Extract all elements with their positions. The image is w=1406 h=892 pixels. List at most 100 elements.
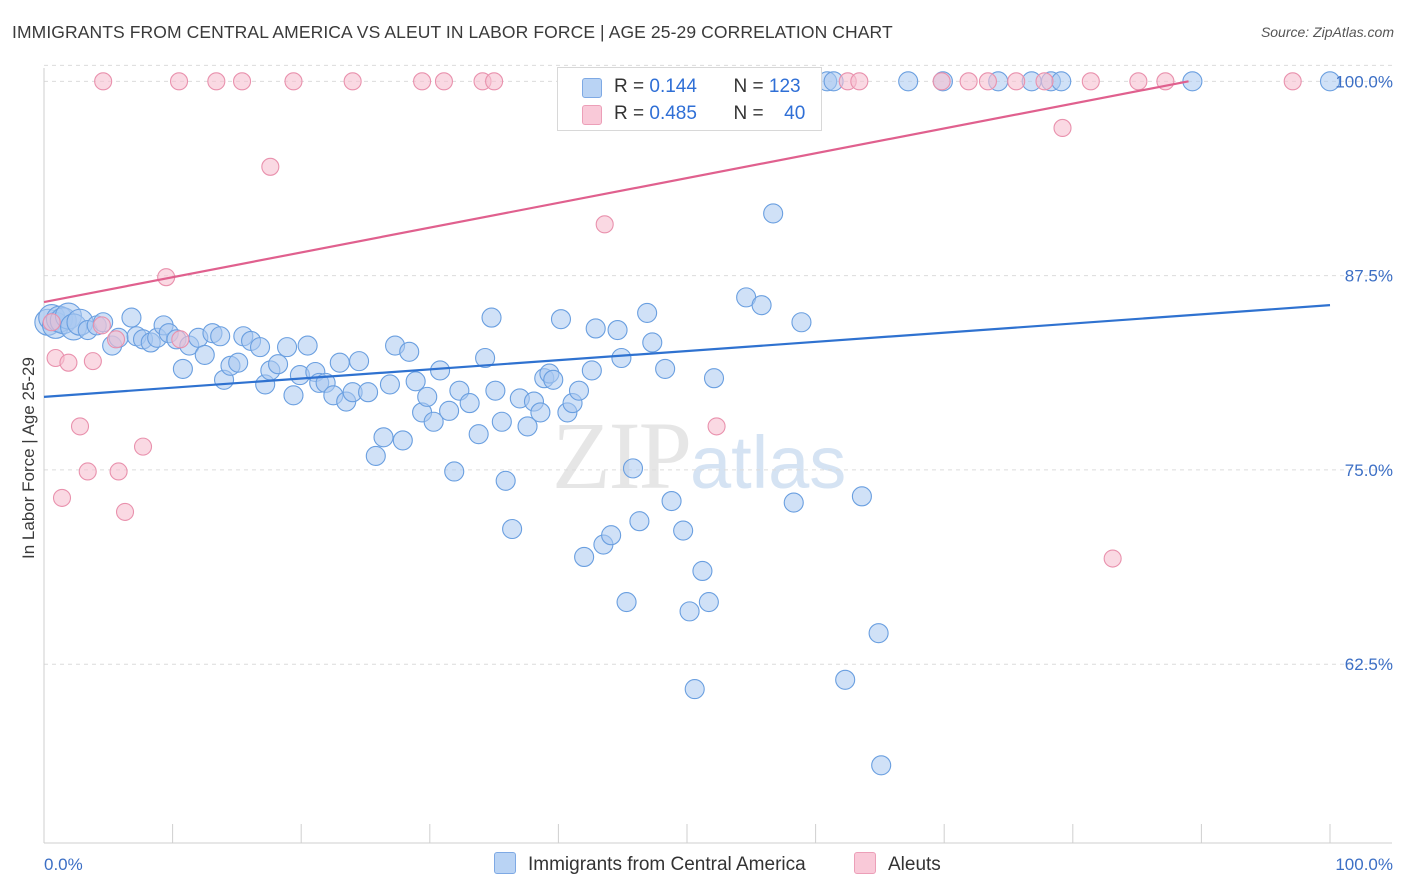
y-tick-label: 100.0%: [1335, 72, 1393, 91]
bottom-legend-label-aleuts: Aleuts: [888, 854, 941, 875]
data-point-immigrants: [329, 352, 350, 373]
data-point-aleuts: [92, 316, 111, 335]
data-point-immigrants: [417, 386, 438, 407]
data-point-immigrants: [349, 351, 370, 372]
trend-lines: [43, 80, 1331, 398]
x-tick-label-max: 100.0%: [1335, 855, 1393, 874]
data-point-immigrants: [581, 360, 602, 381]
data-point-immigrants: [249, 337, 271, 358]
data-point-immigrants: [459, 393, 480, 414]
data-point-immigrants: [495, 470, 516, 491]
correlation-legend: R = 0.144 N = 123 R = 0.485 N = 40: [557, 67, 822, 131]
data-point-immigrants: [543, 369, 564, 390]
data-point-immigrants: [898, 71, 919, 92]
data-point-aleuts: [1103, 549, 1122, 568]
data-point-aleuts: [1007, 72, 1026, 91]
axes: [43, 68, 1392, 844]
data-point-immigrants: [502, 518, 523, 540]
data-point-immigrants: [365, 445, 386, 466]
data-point-immigrants: [283, 385, 304, 406]
chart-title: IMMIGRANTS FROM CENTRAL AMERICA VS ALEUT…: [12, 22, 893, 42]
data-point-aleuts: [595, 215, 614, 234]
data-point-immigrants: [399, 341, 420, 362]
data-point-immigrants: [851, 486, 872, 507]
data-point-immigrants: [468, 424, 489, 445]
data-point-immigrants: [481, 307, 502, 328]
data-point-immigrants: [574, 546, 595, 568]
data-point-aleuts: [59, 353, 78, 372]
data-point-immigrants: [751, 295, 772, 316]
trend-line-aleuts: [43, 80, 1189, 304]
data-point-immigrants: [485, 380, 506, 401]
x-tick-label-min: 0.0%: [44, 855, 83, 874]
data-point-aleuts: [52, 488, 72, 507]
data-point-immigrants: [622, 458, 644, 479]
data-point-aleuts: [109, 462, 128, 481]
y-tick-label: 62.5%: [1345, 655, 1393, 674]
data-point-aleuts: [413, 72, 432, 91]
data-point-aleuts: [1129, 72, 1148, 91]
data-point-immigrants: [568, 380, 590, 401]
data-point-immigrants: [698, 592, 719, 613]
data-point-immigrants: [423, 411, 444, 432]
legend-swatch-blue: [582, 78, 602, 98]
data-point-immigrants: [379, 374, 400, 395]
data-point-aleuts: [169, 72, 189, 91]
data-point-aleuts: [1053, 118, 1072, 138]
data-point-aleuts: [207, 72, 226, 91]
data-point-immigrants: [439, 400, 460, 421]
legend-r-value: 0.485: [649, 103, 697, 124]
data-point-immigrants: [228, 352, 249, 373]
data-point-aleuts: [42, 313, 61, 332]
data-point-aleuts: [959, 72, 978, 91]
data-point-aleuts: [232, 72, 252, 91]
data-point-immigrants: [703, 368, 725, 389]
legend-r-label: R =: [614, 76, 645, 97]
data-point-aleuts: [83, 352, 102, 371]
data-point-immigrants: [517, 416, 538, 437]
data-point-aleuts: [106, 330, 126, 349]
data-point-immigrants: [611, 347, 632, 369]
bottom-legend-swatch-blue: [494, 852, 516, 874]
legend-swatch-pink: [582, 105, 602, 125]
data-point-immigrants: [444, 461, 465, 482]
data-point-immigrants: [268, 354, 289, 375]
data-point-immigrants: [121, 307, 142, 328]
data-point-aleuts: [932, 72, 951, 91]
legend-n-label: N =: [733, 76, 764, 97]
data-point-aleuts: [434, 72, 453, 91]
data-point-immigrants: [392, 430, 413, 451]
legend-r-label: R =: [614, 103, 645, 124]
data-point-aleuts: [978, 72, 997, 91]
bottom-legend-swatch-pink: [854, 852, 876, 874]
data-point-immigrants: [530, 402, 551, 423]
data-point-immigrants: [194, 344, 215, 365]
data-point-aleuts: [78, 462, 97, 481]
source-label: Source: ZipAtlas.com: [1260, 24, 1394, 40]
legend-n-label: N =: [733, 103, 764, 124]
y-tick-label: 75.0%: [1345, 461, 1393, 480]
series-aleuts-points: [42, 72, 1302, 568]
data-point-immigrants: [601, 525, 622, 546]
data-point-aleuts: [343, 72, 362, 91]
data-point-aleuts: [133, 437, 153, 456]
data-point-immigrants: [655, 358, 676, 379]
watermark-zip: ZIP: [552, 402, 692, 509]
data-point-aleuts: [850, 72, 869, 91]
data-point-immigrants: [430, 360, 451, 381]
data-point-aleuts: [171, 330, 190, 349]
data-point-immigrants: [673, 520, 694, 541]
data-point-aleuts: [1081, 72, 1100, 91]
trend-line-immigrants: [43, 304, 1331, 398]
data-point-immigrants: [607, 319, 628, 341]
data-point-aleuts: [284, 72, 303, 91]
data-point-immigrants: [550, 309, 572, 330]
bottom-legend-label-immigrants: Immigrants from Central America: [528, 854, 806, 875]
data-point-immigrants: [210, 326, 231, 347]
data-point-immigrants: [475, 347, 496, 369]
data-point-immigrants: [763, 203, 784, 224]
data-point-immigrants: [642, 332, 663, 353]
bottom-legend-aleuts: Aleuts: [854, 852, 941, 876]
data-point-aleuts: [1035, 72, 1054, 91]
